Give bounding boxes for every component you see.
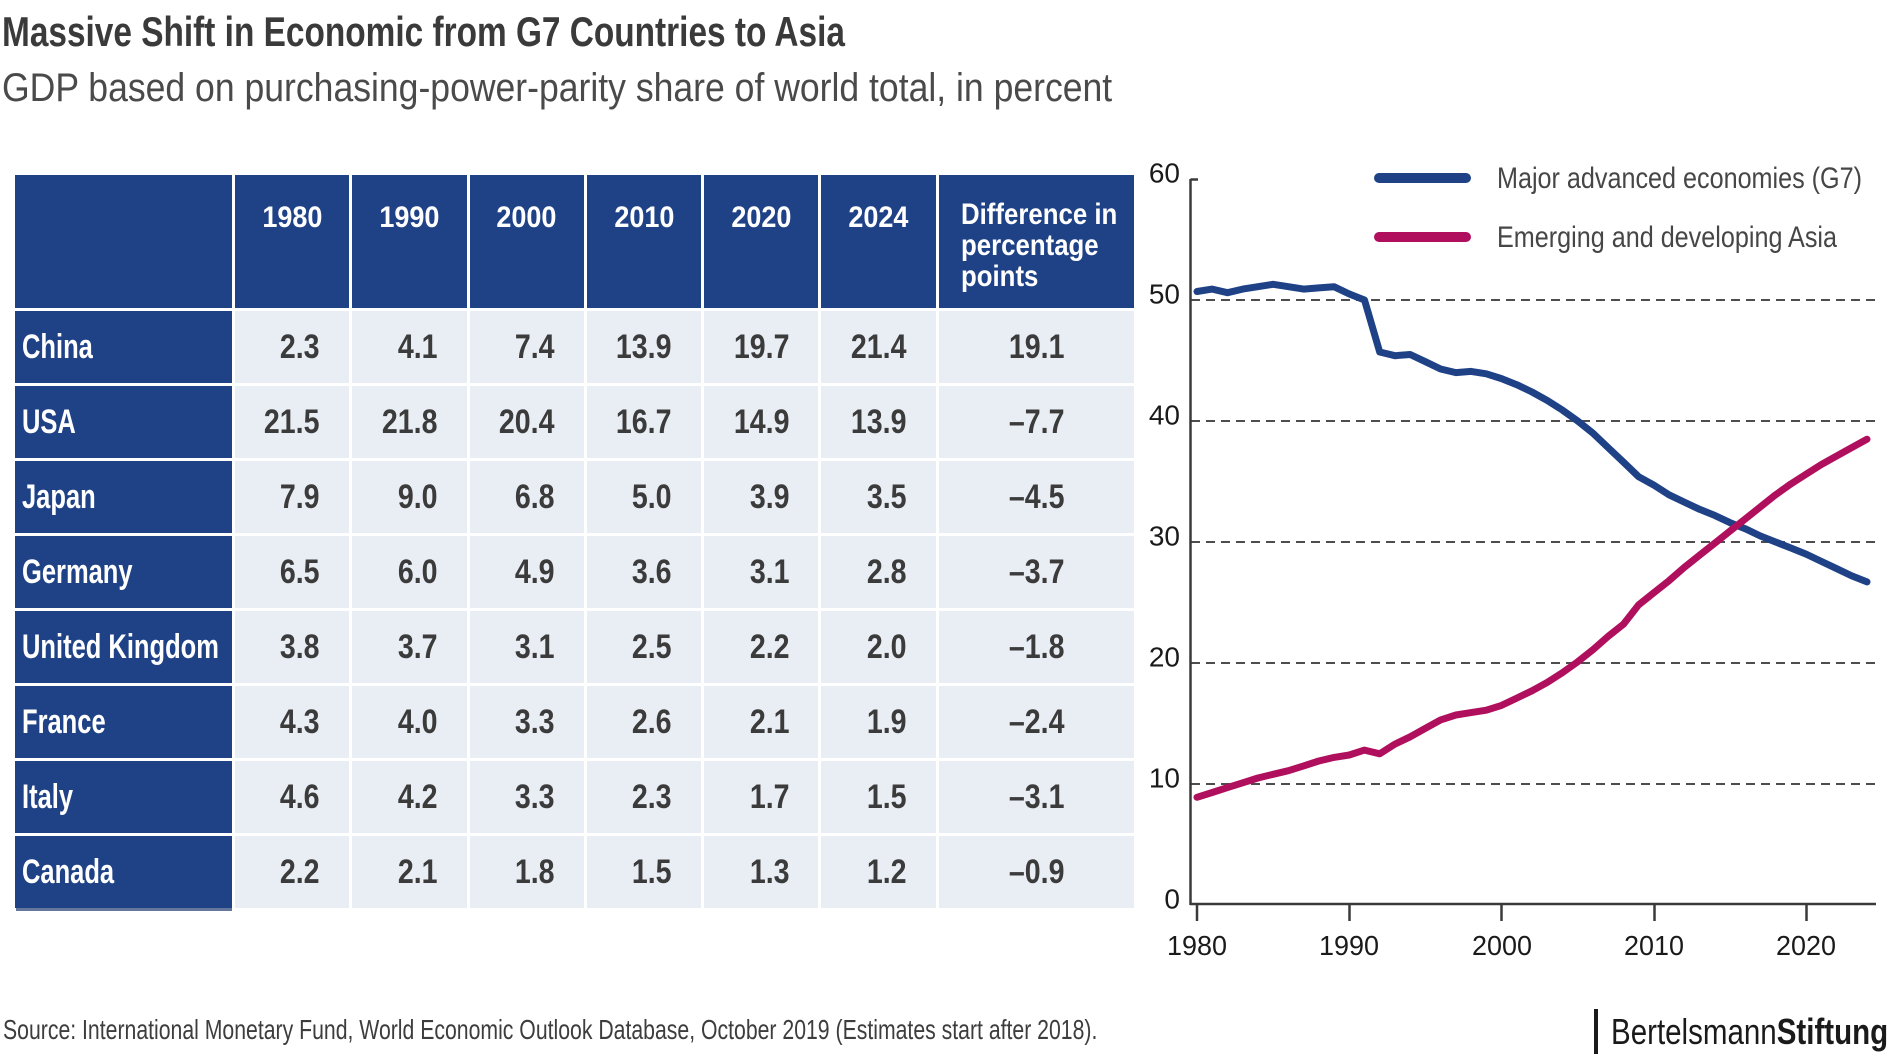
- svg-text:2000: 2000: [1472, 930, 1532, 961]
- svg-text:50: 50: [1149, 279, 1180, 310]
- svg-text:Emerging and developing Asia: Emerging and developing Asia: [1497, 221, 1837, 254]
- svg-text:60: 60: [1149, 158, 1180, 189]
- svg-text:30: 30: [1149, 521, 1180, 552]
- svg-text:0: 0: [1164, 884, 1180, 915]
- svg-text:1990: 1990: [1319, 930, 1379, 961]
- svg-text:1980: 1980: [1167, 930, 1227, 961]
- svg-text:20: 20: [1149, 642, 1180, 673]
- svg-text:Major advanced economies (G7): Major advanced economies (G7): [1497, 162, 1862, 195]
- svg-text:2020: 2020: [1776, 930, 1836, 961]
- svg-text:2010: 2010: [1624, 930, 1684, 961]
- svg-text:10: 10: [1149, 763, 1180, 794]
- svg-text:40: 40: [1149, 400, 1180, 431]
